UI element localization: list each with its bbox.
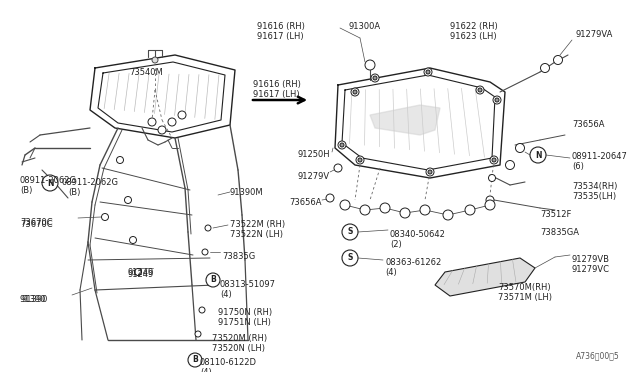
Circle shape [342,224,358,240]
Circle shape [199,307,205,313]
Circle shape [400,208,410,218]
Text: 91622 (RH)
91623 (LH): 91622 (RH) 91623 (LH) [450,22,498,41]
Circle shape [426,168,434,176]
Circle shape [358,158,362,162]
Circle shape [340,143,344,147]
Circle shape [195,331,201,337]
Text: 91300A: 91300A [349,22,381,31]
Text: 08340-50642
(2): 08340-50642 (2) [390,230,446,249]
Text: 91249: 91249 [128,268,154,277]
Circle shape [541,64,550,73]
Text: N: N [535,151,541,160]
Circle shape [158,126,166,134]
Text: 73522M (RH)
73522N (LH): 73522M (RH) 73522N (LH) [230,220,285,240]
Circle shape [116,157,124,164]
Text: 91249: 91249 [128,270,154,279]
Circle shape [206,273,220,287]
Text: 91616 (RH)
91617 (LH): 91616 (RH) 91617 (LH) [253,80,301,99]
Text: 08911-20647
(6): 08911-20647 (6) [572,152,628,171]
Text: 91390: 91390 [20,295,46,304]
Circle shape [493,96,501,104]
Text: 91279VA: 91279VA [575,30,612,39]
Circle shape [554,55,563,64]
Text: B: B [192,356,198,365]
Polygon shape [435,258,535,296]
Circle shape [334,164,342,172]
Circle shape [202,249,208,255]
Circle shape [380,203,390,213]
Text: 08911-2062G
(B): 08911-2062G (B) [20,176,77,195]
Text: 73534(RH)
73535(LH): 73534(RH) 73535(LH) [572,182,618,201]
Circle shape [486,196,494,204]
Circle shape [428,170,432,174]
Circle shape [485,200,495,210]
Text: S: S [348,228,353,237]
Text: 08911-2062G: 08911-2062G [62,178,119,187]
Circle shape [351,88,359,96]
Circle shape [373,76,377,80]
Text: 91390: 91390 [22,295,49,304]
Text: A736、00、5: A736、00、5 [576,351,620,360]
Text: 91279V: 91279V [298,172,330,181]
Circle shape [530,147,546,163]
Text: 73570M(RH)
73571M (LH): 73570M(RH) 73571M (LH) [498,283,552,302]
Circle shape [353,90,357,94]
Text: 73656A: 73656A [289,198,322,207]
Circle shape [443,210,453,220]
Text: S: S [348,253,353,263]
Circle shape [426,70,430,74]
Circle shape [492,158,496,162]
Circle shape [371,74,379,82]
Text: 91279VB
91279VC: 91279VB 91279VC [572,255,610,275]
Circle shape [188,353,202,367]
Circle shape [340,200,350,210]
Circle shape [205,225,211,231]
Circle shape [125,196,131,203]
Circle shape [134,269,141,276]
Circle shape [360,205,370,215]
Text: 91390M: 91390M [230,188,264,197]
Circle shape [506,160,515,170]
Text: 73835GA: 73835GA [540,228,579,237]
Text: 73512F: 73512F [540,210,572,219]
Text: 08363-61262
(4): 08363-61262 (4) [385,258,441,278]
Circle shape [365,60,375,70]
Text: 91616 (RH)
91617 (LH): 91616 (RH) 91617 (LH) [257,22,305,41]
Circle shape [465,205,475,215]
Text: 73656A: 73656A [572,120,605,129]
Text: 73520M (RH)
73520N (LH): 73520M (RH) 73520N (LH) [212,334,267,353]
Text: 91250H: 91250H [298,150,330,159]
Circle shape [478,88,482,92]
Circle shape [488,174,495,182]
Text: 08110-6122D
(4): 08110-6122D (4) [200,358,257,372]
Circle shape [129,237,136,244]
Circle shape [152,57,158,63]
Text: N: N [47,179,53,187]
Circle shape [178,111,186,119]
Circle shape [168,118,176,126]
Text: 73835G: 73835G [222,252,255,261]
Text: (B): (B) [68,188,81,197]
Text: 73670C: 73670C [20,218,52,227]
Circle shape [476,86,484,94]
Polygon shape [370,105,440,135]
Circle shape [102,214,109,221]
Circle shape [338,141,346,149]
Circle shape [490,156,498,164]
Text: 73670C: 73670C [20,220,52,229]
Text: 73540M: 73540M [129,68,163,77]
Circle shape [515,144,525,153]
Circle shape [148,118,156,126]
Circle shape [495,98,499,102]
Circle shape [420,205,430,215]
Circle shape [356,156,364,164]
Circle shape [326,194,334,202]
Circle shape [342,250,358,266]
Circle shape [424,68,432,76]
Text: 08313-51097
(4): 08313-51097 (4) [220,280,276,299]
Text: B: B [210,276,216,285]
Circle shape [42,175,58,191]
Text: 91750N (RH)
91751N (LH): 91750N (RH) 91751N (LH) [218,308,272,327]
